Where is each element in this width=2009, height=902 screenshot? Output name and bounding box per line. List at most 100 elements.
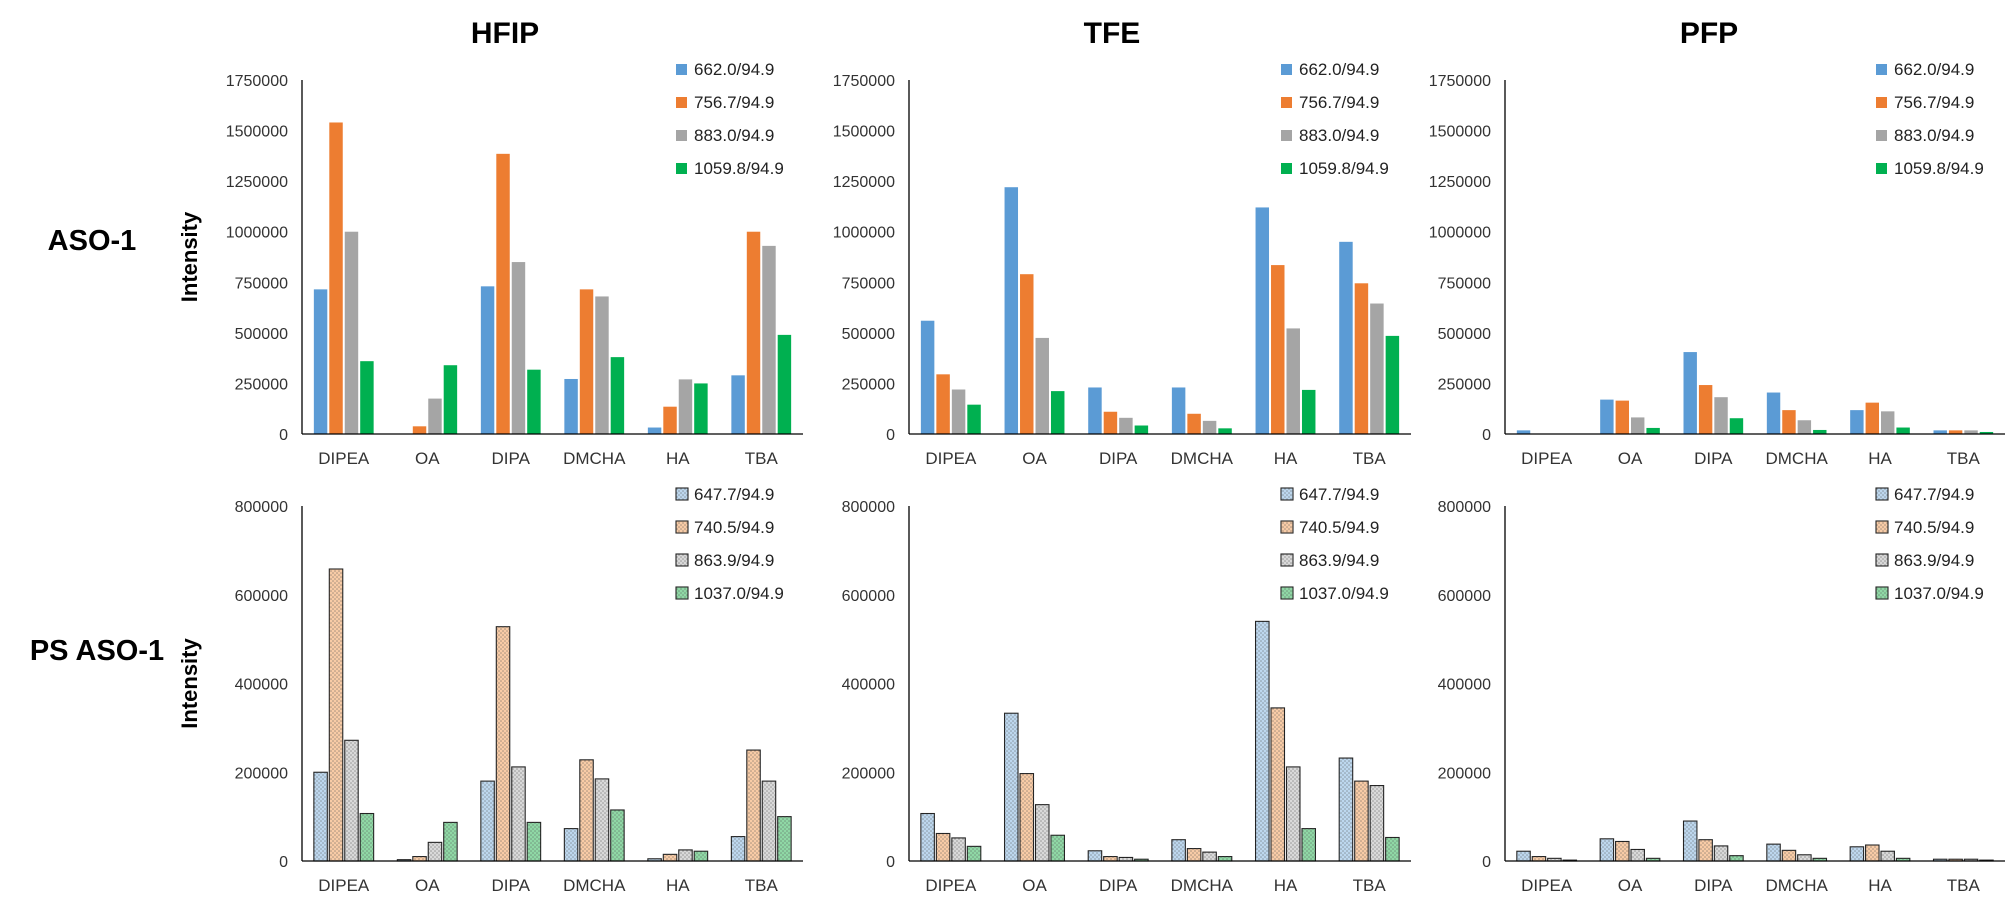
bar-pattern bbox=[1729, 855, 1744, 861]
y-tick-label: 400000 bbox=[842, 677, 895, 694]
bar bbox=[443, 365, 458, 434]
bar bbox=[920, 320, 935, 434]
bar bbox=[1271, 265, 1285, 434]
bar-pattern bbox=[1187, 848, 1201, 861]
bar-pattern bbox=[1385, 837, 1400, 861]
bar-pattern bbox=[1218, 856, 1232, 861]
y-tick-label: 750000 bbox=[235, 275, 288, 292]
y-tick-label: 1250000 bbox=[226, 174, 288, 191]
bar bbox=[951, 389, 966, 434]
bar bbox=[1050, 391, 1065, 434]
category-label: DIPEA bbox=[1521, 876, 1573, 895]
bar-pattern bbox=[1532, 856, 1546, 861]
bar bbox=[1881, 411, 1895, 434]
y-tick-label: 0 bbox=[279, 427, 288, 444]
bar bbox=[579, 289, 594, 434]
bar-pattern bbox=[936, 833, 950, 861]
category-label: TBA bbox=[1947, 449, 1981, 468]
legend-swatch bbox=[1876, 163, 1887, 174]
bar bbox=[936, 374, 950, 434]
column-title-hfip: HFIP bbox=[471, 17, 539, 50]
bar bbox=[1714, 397, 1728, 434]
legend-swatch bbox=[1876, 97, 1887, 108]
y-tick-label: 250000 bbox=[1438, 376, 1491, 393]
bar-pattern bbox=[1615, 841, 1629, 861]
bar bbox=[1813, 429, 1827, 434]
legend-swatch-pattern bbox=[676, 521, 688, 533]
bar-pattern bbox=[951, 837, 966, 861]
y-tick-label: 750000 bbox=[1438, 275, 1491, 292]
bar-pattern bbox=[1134, 859, 1149, 861]
legend-swatch bbox=[676, 97, 687, 108]
y-tick-label: 750000 bbox=[842, 275, 895, 292]
bar-pattern bbox=[1714, 845, 1728, 861]
bar-pattern bbox=[1600, 838, 1614, 861]
category-label: TBA bbox=[1353, 449, 1387, 468]
bar bbox=[564, 378, 578, 434]
legend-label: 662.0/94.9 bbox=[1894, 60, 1974, 79]
legend-swatch-pattern bbox=[1876, 587, 1888, 599]
legend-label: 756.7/94.9 bbox=[694, 93, 774, 112]
bar bbox=[1646, 427, 1660, 434]
bar bbox=[1134, 425, 1149, 434]
bar bbox=[428, 398, 442, 434]
bar-pattern bbox=[762, 781, 776, 861]
y-axis-label: Intensity bbox=[177, 211, 202, 302]
bar bbox=[344, 231, 359, 434]
category-label: DIPA bbox=[492, 449, 531, 468]
bar bbox=[694, 383, 708, 434]
bar bbox=[480, 286, 495, 434]
bar bbox=[1385, 335, 1400, 434]
bar-pattern bbox=[1339, 758, 1353, 861]
legend-swatch bbox=[1281, 163, 1292, 174]
category-label: DIPA bbox=[492, 876, 531, 895]
category-label: TBA bbox=[745, 449, 779, 468]
y-axis-label: Intensity bbox=[177, 638, 202, 729]
bar bbox=[1964, 430, 1978, 434]
category-label: DIPEA bbox=[318, 876, 370, 895]
category-label: OA bbox=[1618, 449, 1643, 468]
bar bbox=[1354, 283, 1369, 434]
bar bbox=[1171, 387, 1186, 434]
legend-label: 647.7/94.9 bbox=[1299, 485, 1379, 504]
category-label: HA bbox=[1274, 449, 1298, 468]
bar bbox=[647, 427, 662, 434]
bar-pattern bbox=[412, 856, 427, 861]
bar bbox=[1202, 420, 1217, 434]
legend-label: 863.9/94.9 bbox=[1299, 551, 1379, 570]
y-tick-label: 600000 bbox=[235, 588, 288, 605]
bar bbox=[1850, 410, 1864, 434]
bar-pattern bbox=[344, 740, 359, 861]
bar bbox=[412, 426, 427, 434]
legend-swatch bbox=[676, 163, 687, 174]
legend-label: 662.0/94.9 bbox=[1299, 60, 1379, 79]
bar-pattern bbox=[1813, 858, 1827, 861]
legend-label: 863.9/94.9 bbox=[694, 551, 774, 570]
column-title-pfp: PFP bbox=[1680, 17, 1738, 50]
bar bbox=[511, 262, 526, 434]
bar-pattern bbox=[1035, 804, 1049, 861]
bar-pattern bbox=[579, 759, 594, 861]
bar-pattern bbox=[731, 836, 745, 861]
bar-pattern bbox=[1202, 852, 1217, 861]
category-label: OA bbox=[415, 876, 440, 895]
category-label: DIPEA bbox=[925, 449, 977, 468]
bar bbox=[678, 379, 693, 434]
bar-pattern bbox=[397, 859, 411, 861]
category-label: DMCHA bbox=[563, 876, 626, 895]
bar-pattern bbox=[920, 813, 935, 861]
bar-pattern bbox=[1896, 858, 1910, 861]
y-tick-label: 0 bbox=[886, 854, 895, 871]
chart-panel-r1-c1: 0 200000 400000 600000 800000 DIPEA OA DIPA DMCH… bbox=[842, 485, 1411, 895]
y-tick-label: 800000 bbox=[1438, 499, 1491, 516]
bar bbox=[1896, 427, 1910, 434]
legend-swatch-pattern bbox=[676, 587, 688, 599]
category-label: HA bbox=[1868, 876, 1892, 895]
category-label: OA bbox=[415, 449, 440, 468]
bar-pattern bbox=[1171, 839, 1186, 861]
bar bbox=[527, 369, 541, 434]
chart-panel-r0-c1: 0 250000 500000 750000 1000000 1250000 1500000… bbox=[833, 60, 1411, 468]
category-label: DIPEA bbox=[925, 876, 977, 895]
bar bbox=[1187, 413, 1201, 434]
bar-pattern bbox=[1103, 856, 1118, 861]
